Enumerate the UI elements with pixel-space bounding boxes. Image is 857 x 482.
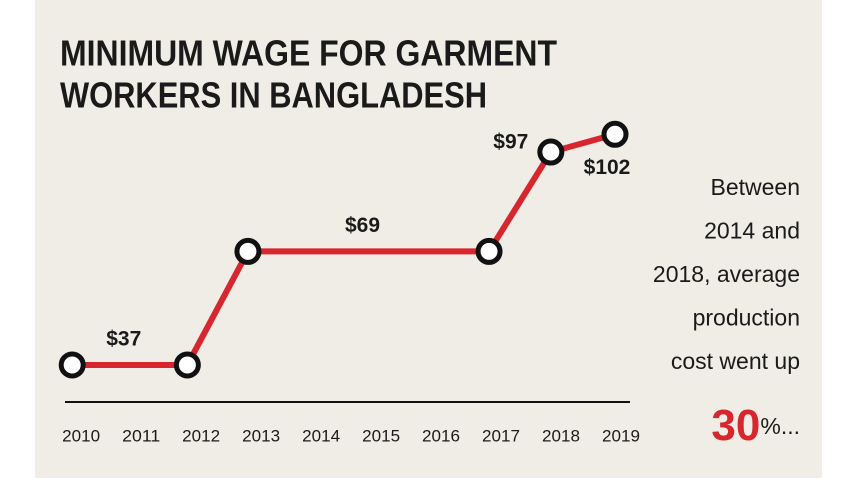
side-note: production bbox=[693, 305, 800, 331]
point bbox=[475, 237, 503, 265]
point bbox=[537, 138, 565, 166]
data-label: $102 bbox=[584, 156, 631, 179]
x-tick-label: 2010 bbox=[62, 426, 100, 445]
side-note: 2018, average bbox=[653, 261, 800, 287]
highlight-suffix: %... bbox=[760, 413, 800, 439]
point bbox=[173, 351, 201, 379]
point bbox=[58, 351, 86, 379]
x-tick-label: 2014 bbox=[302, 426, 340, 445]
side-note: cost went up bbox=[671, 348, 800, 374]
x-tick-label: 2016 bbox=[422, 426, 460, 445]
x-tick-label: 2012 bbox=[182, 426, 220, 445]
point bbox=[234, 237, 262, 265]
x-tick-label: 2011 bbox=[122, 426, 160, 445]
x-tick-label: 2018 bbox=[542, 426, 580, 445]
x-tick-label: 2019 bbox=[602, 426, 640, 445]
point bbox=[601, 120, 629, 148]
side-note: 2014 and bbox=[704, 218, 800, 244]
chart-title: MINIMUM WAGE FOR GARMENT bbox=[60, 33, 557, 74]
x-tick-label: 2017 bbox=[482, 426, 520, 445]
side-note: Between bbox=[710, 174, 800, 200]
data-label: $97 bbox=[493, 131, 528, 154]
data-label: $69 bbox=[345, 214, 380, 237]
x-tick-label: 2013 bbox=[242, 426, 280, 445]
highlight: 30%... bbox=[711, 401, 800, 450]
panel bbox=[35, 0, 822, 478]
data-label: $37 bbox=[106, 328, 141, 351]
chart-title: WORKERS IN BANGLADESH bbox=[60, 75, 487, 116]
highlight-number: 30 bbox=[711, 401, 760, 450]
x-tick-label: 2015 bbox=[362, 426, 400, 445]
